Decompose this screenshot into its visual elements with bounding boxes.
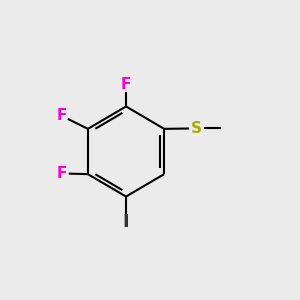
Text: S: S [191,121,202,136]
Text: I: I [123,213,129,231]
Text: F: F [56,108,67,123]
Text: F: F [56,166,67,181]
Text: F: F [121,77,131,92]
